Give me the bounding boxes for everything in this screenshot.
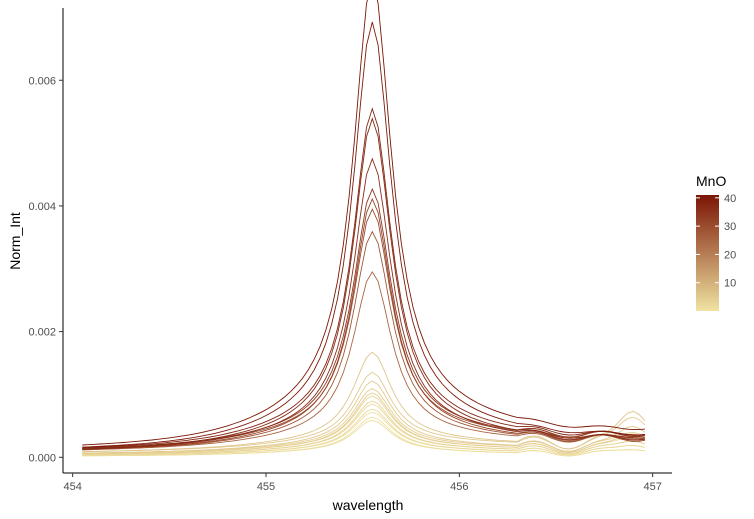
legend-tick-label: 20 bbox=[724, 249, 736, 261]
legend-tick-label: 40 bbox=[724, 193, 736, 205]
series-line bbox=[82, 419, 645, 457]
series-line bbox=[82, 351, 646, 453]
y-ticks: 0.000 0.002 0.004 0.006 bbox=[28, 75, 63, 464]
x-ticks: 454 455 456 457 bbox=[63, 473, 662, 493]
legend-ticks: 10 20 30 40 bbox=[696, 193, 736, 290]
series-line bbox=[82, 117, 645, 450]
legend-title: MnO bbox=[696, 173, 726, 189]
y-tick-label: 0.006 bbox=[28, 75, 56, 87]
series-line bbox=[82, 230, 645, 451]
series-line bbox=[82, 392, 646, 455]
series-line bbox=[82, 107, 645, 449]
series-line bbox=[82, 271, 645, 451]
series-line bbox=[82, 208, 645, 449]
x-tick-label: 454 bbox=[63, 481, 81, 493]
legend-tick-label: 30 bbox=[724, 221, 736, 233]
legend: MnO 10 20 30 40 bbox=[696, 173, 736, 311]
series-line bbox=[82, 157, 645, 450]
legend-colorbar bbox=[696, 195, 719, 311]
x-axis-title: wavelength bbox=[332, 497, 404, 513]
series-line bbox=[82, 0, 645, 446]
x-tick-label: 457 bbox=[643, 481, 661, 493]
y-tick-label: 0.000 bbox=[28, 452, 56, 464]
series-line bbox=[82, 197, 645, 450]
axes bbox=[62, 8, 672, 474]
series-lines bbox=[82, 0, 646, 457]
y-tick-label: 0.002 bbox=[28, 327, 56, 339]
series-line bbox=[82, 408, 645, 456]
legend-tick-label: 10 bbox=[724, 278, 736, 290]
y-tick-label: 0.004 bbox=[28, 201, 56, 213]
series-line bbox=[82, 21, 645, 448]
x-tick-label: 456 bbox=[450, 481, 468, 493]
x-tick-label: 455 bbox=[257, 481, 275, 493]
series-line bbox=[82, 380, 646, 454]
y-axis-title: Norm_Int bbox=[7, 212, 23, 270]
series-line bbox=[82, 400, 646, 455]
